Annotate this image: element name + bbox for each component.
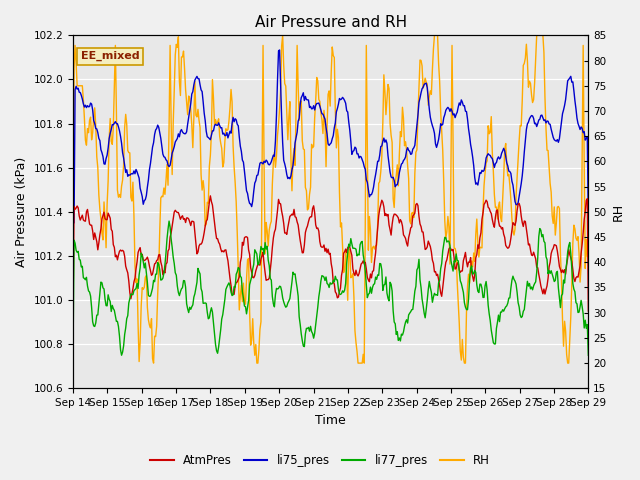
li77_pres: [493, 325, 500, 331]
Line: RH: RH: [73, 36, 588, 363]
AtmPres: [349, 266, 356, 272]
AtmPres: [69, 308, 77, 314]
li75_pres: [493, 160, 500, 166]
li77_pres: [349, 245, 356, 251]
AtmPres: [493, 208, 500, 214]
li75_pres: [69, 220, 77, 226]
Y-axis label: Air Pressure (kPa): Air Pressure (kPa): [15, 156, 28, 267]
li77_pres: [584, 352, 592, 358]
X-axis label: Time: Time: [316, 414, 346, 427]
li75_pres: [377, 144, 385, 149]
Line: li77_pres: li77_pres: [73, 221, 588, 355]
li77_pres: [377, 261, 385, 267]
li77_pres: [318, 273, 326, 278]
AtmPres: [584, 308, 592, 314]
li75_pres: [315, 100, 323, 106]
RH: [316, 98, 324, 104]
Y-axis label: RH: RH: [612, 203, 625, 221]
Title: Air Pressure and RH: Air Pressure and RH: [255, 15, 407, 30]
RH: [150, 360, 157, 366]
li77_pres: [573, 301, 581, 307]
RH: [584, 208, 592, 214]
AtmPres: [377, 202, 385, 207]
Line: AtmPres: AtmPres: [73, 196, 588, 311]
li75_pres: [318, 111, 326, 117]
AtmPres: [318, 244, 326, 250]
AtmPres: [207, 193, 214, 199]
li77_pres: [69, 352, 77, 358]
li75_pres: [584, 220, 592, 226]
RH: [319, 131, 327, 136]
li75_pres: [349, 148, 356, 154]
li75_pres: [276, 47, 284, 53]
AtmPres: [315, 228, 323, 234]
RH: [69, 272, 77, 278]
li75_pres: [573, 115, 581, 121]
Line: li75_pres: li75_pres: [73, 50, 588, 223]
li77_pres: [165, 218, 173, 224]
RH: [493, 216, 501, 222]
Legend: AtmPres, li75_pres, li77_pres, RH: AtmPres, li75_pres, li77_pres, RH: [145, 449, 495, 472]
RH: [350, 294, 358, 300]
AtmPres: [573, 274, 581, 279]
RH: [279, 33, 287, 38]
Text: EE_mixed: EE_mixed: [81, 51, 140, 61]
RH: [378, 154, 386, 159]
RH: [574, 234, 582, 240]
li77_pres: [315, 294, 323, 300]
